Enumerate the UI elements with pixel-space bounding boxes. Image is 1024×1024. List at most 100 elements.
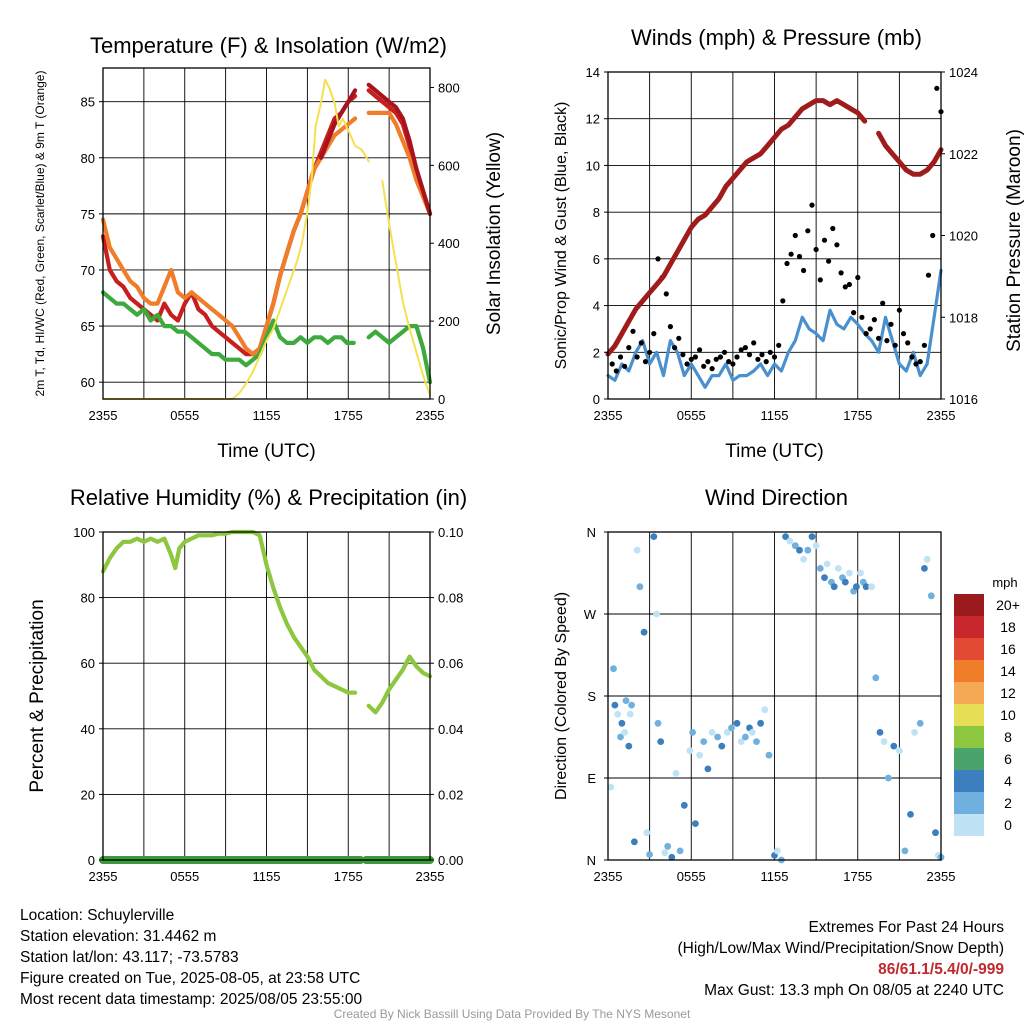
direction-point (765, 751, 773, 759)
legend-swatch (954, 594, 984, 616)
y-tick-label: 80 (81, 151, 95, 166)
direction-point (748, 729, 756, 736)
gust-point (884, 338, 890, 344)
legend-label: 16 (1000, 641, 1016, 657)
y-tick-label: 20 (81, 787, 95, 802)
gust-point (705, 359, 711, 365)
legend-swatch (954, 616, 984, 638)
x-tick-label: 0555 (677, 408, 706, 423)
gust-point (888, 321, 894, 327)
legend-label: 14 (1000, 663, 1016, 679)
direction-point (927, 592, 935, 600)
legend-label: 10 (1000, 707, 1016, 723)
direction-point (692, 820, 699, 827)
direction-point (700, 738, 708, 745)
y-tick-label: 100 (73, 525, 95, 540)
gust-point (917, 359, 923, 365)
y-tick-label: N (587, 853, 596, 868)
gust-point (697, 347, 703, 353)
gust-point (921, 342, 928, 348)
x-tick-label: 1755 (843, 408, 872, 423)
legend-label: 0 (1004, 817, 1012, 833)
chart-title: Relative Humidity (%) & Precipitation (i… (70, 485, 467, 510)
x-tick-label: 2355 (594, 869, 623, 884)
x-tick-label: 0555 (170, 869, 199, 884)
gust-point (609, 361, 615, 367)
direction-point (808, 533, 816, 540)
x-tick-label: 2355 (416, 408, 445, 423)
y-tick-label: 85 (81, 95, 95, 110)
gust-point (617, 354, 624, 360)
gust-point (896, 307, 903, 313)
station-latlon: Station lat/lon: 43.117; -73.5783 (20, 949, 239, 966)
y-tick-label: E (587, 771, 596, 786)
y-axis-label: Percent & Precipitation (27, 599, 48, 792)
station-location: Location: Schuylerville (20, 907, 175, 924)
x-tick-label: 2355 (89, 408, 118, 423)
gust-point (626, 345, 632, 351)
gust-point (742, 345, 749, 351)
legend-swatch (954, 682, 984, 704)
gust-point (876, 335, 882, 341)
direction-point (689, 729, 696, 736)
gust-point (755, 356, 761, 362)
x-tick-label: 2355 (416, 869, 445, 884)
legend-label: 18 (1000, 619, 1016, 635)
y2-tick-label: 1018 (949, 310, 978, 325)
direction-point (643, 829, 651, 837)
x-tick-label: 1155 (253, 408, 281, 423)
gust-point (655, 256, 661, 262)
extremes-info: Extremes For Past 24 Hours (High/Low/Max… (678, 917, 1005, 1001)
gust-point (776, 342, 782, 348)
direction-point (617, 733, 624, 741)
direction-point (800, 555, 807, 563)
y-axis-label: Sonic/Prop Wind & Gust (Blue, Black) (553, 102, 570, 370)
direction-point (812, 542, 820, 550)
gust-point (763, 359, 769, 365)
direction-point (796, 546, 803, 554)
plot-border (102, 531, 431, 861)
series-relative-humidity (100, 529, 433, 715)
series-2m-td (100, 290, 433, 385)
x-tick-label: 0555 (170, 408, 199, 423)
gust-point (667, 324, 674, 330)
legend-title: mph (992, 575, 1017, 590)
direction-point (880, 738, 888, 745)
direction-point (631, 838, 638, 846)
direction-point (646, 851, 653, 858)
direction-point (911, 729, 918, 736)
gust-point (813, 246, 819, 253)
direction-point (923, 555, 931, 563)
gust-point (751, 340, 757, 346)
gust-point (701, 363, 707, 369)
direction-point (901, 847, 909, 855)
y2-tick-label: 0.04 (438, 722, 463, 737)
direction-point (704, 765, 712, 773)
y2-tick-label: 1020 (949, 229, 978, 244)
series-station-pressure (605, 98, 944, 357)
credit-line: Created By Nick Bassill Using Data Provi… (333, 1007, 691, 1021)
direction-point (622, 697, 630, 704)
legend-label: 20+ (996, 597, 1020, 613)
gust-point (821, 237, 828, 243)
gust-point (905, 340, 911, 346)
direction-point (753, 738, 760, 745)
direction-point (804, 546, 812, 554)
direction-point (857, 569, 864, 577)
x-axis-label: Time (UTC) (725, 441, 824, 462)
gust-point (688, 356, 694, 362)
gust-point (709, 366, 715, 372)
gust-point (684, 361, 690, 367)
recent-timestamp: Most recent data timestamp: 2025/08/05 2… (20, 991, 363, 1008)
gust-point (842, 284, 848, 290)
x-tick-label: 2355 (89, 869, 118, 884)
gust-point (780, 298, 786, 304)
direction-point (791, 542, 799, 550)
legend-swatch (954, 726, 984, 748)
gust-point (817, 277, 823, 283)
x-tick-label: 1155 (761, 869, 789, 884)
chart-title: Wind Direction (705, 485, 848, 510)
direction-point (896, 747, 903, 755)
gust-point (880, 300, 886, 306)
direction-point (611, 701, 619, 709)
